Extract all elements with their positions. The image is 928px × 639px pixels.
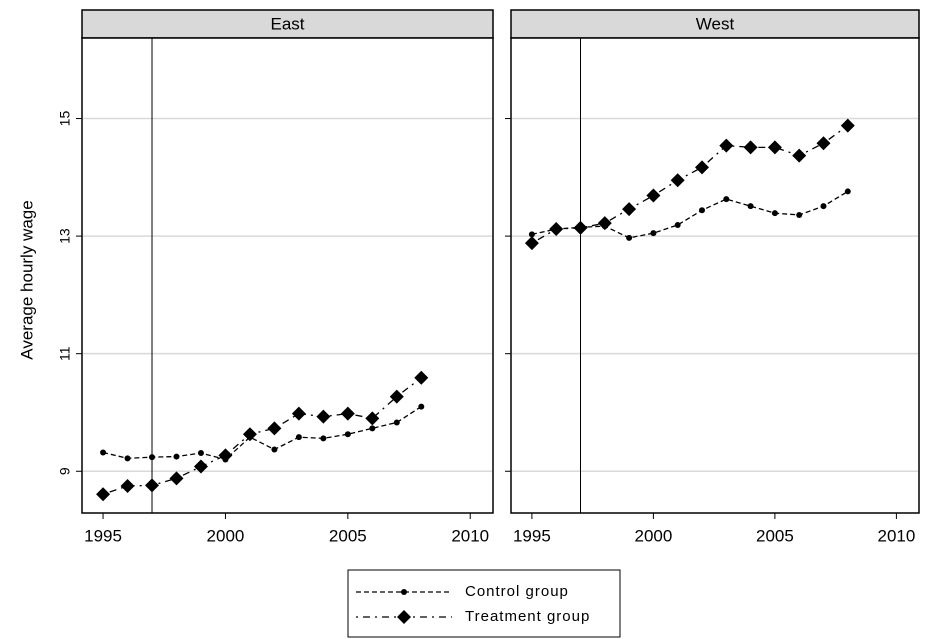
diamond-marker: [96, 487, 111, 502]
facet-header: [81, 9, 494, 39]
facet-title: West: [696, 14, 735, 33]
diamond-marker: [719, 138, 734, 153]
dot-marker: [650, 230, 657, 237]
diamond-marker: [840, 118, 855, 133]
plot-area: [510, 37, 920, 514]
dot-marker: [295, 434, 302, 441]
diamond-marker: [414, 370, 429, 385]
x-tick-label: 2000: [207, 526, 245, 545]
x-tick-label: 1995: [84, 526, 122, 545]
diamond-marker: [316, 409, 331, 424]
diamond-marker: [120, 478, 135, 493]
dot-marker: [271, 446, 278, 453]
diamond-marker: [646, 188, 661, 203]
dot-marker: [100, 449, 107, 456]
dot-marker: [197, 450, 204, 457]
diamond-marker: [389, 389, 404, 404]
diamond-marker: [242, 427, 257, 442]
legend-label: Treatment group: [465, 608, 590, 625]
dot-marker: [771, 210, 778, 217]
dot-marker: [747, 203, 754, 210]
x-tick-label: 2005: [756, 526, 794, 545]
dot-marker: [698, 207, 705, 214]
dot-marker: [124, 455, 131, 462]
diamond-marker: [743, 140, 758, 155]
x-tick-label: 2010: [877, 526, 915, 545]
facet-title: East: [270, 14, 304, 33]
diamond-marker: [622, 202, 637, 217]
y-tick-label: 11: [57, 346, 73, 361]
dot-marker: [344, 431, 351, 438]
plot-area: [81, 37, 494, 514]
dot-marker: [173, 453, 180, 460]
dot-marker: [723, 196, 730, 203]
dot-marker: [674, 221, 681, 228]
dot-marker: [393, 419, 400, 426]
diamond-marker: [597, 216, 612, 231]
y-tick-label: 15: [57, 111, 73, 127]
dot-marker: [844, 188, 851, 195]
y-axis-title: Average hourly wage: [17, 200, 36, 359]
dot-marker: [528, 231, 535, 238]
dot-marker: [401, 589, 407, 595]
diamond-marker: [365, 411, 380, 426]
diamond-marker: [169, 471, 184, 486]
diamond-marker: [267, 421, 282, 436]
legend-label: Control group: [465, 583, 569, 600]
dot-marker: [418, 403, 425, 410]
diamond-marker: [524, 236, 539, 251]
diamond-marker: [694, 160, 709, 175]
dot-marker: [796, 211, 803, 218]
y-tick-label: 9: [57, 467, 73, 475]
facet-header: [510, 9, 920, 39]
diamond-marker: [397, 610, 411, 624]
dot-marker: [149, 454, 156, 461]
diamond-marker: [291, 406, 306, 421]
legend-box: [347, 569, 621, 638]
diamond-marker: [573, 220, 588, 235]
diamond-marker: [767, 140, 782, 155]
diamond-marker: [549, 222, 564, 237]
diamond-marker: [816, 136, 831, 151]
x-tick-label: 2005: [329, 526, 367, 545]
diamond-marker: [218, 448, 233, 463]
diamond-marker: [193, 459, 208, 474]
x-tick-label: 2010: [451, 526, 489, 545]
diamond-marker: [340, 406, 355, 421]
dot-marker: [369, 425, 376, 432]
diamond-marker: [792, 148, 807, 163]
x-tick-label: 2000: [634, 526, 672, 545]
dot-marker: [320, 435, 327, 442]
diamond-marker: [145, 478, 160, 493]
x-tick-label: 1995: [513, 526, 551, 545]
series-line: [102, 406, 422, 461]
dot-marker: [820, 203, 827, 210]
y-tick-label: 13: [57, 228, 73, 244]
diamond-marker: [670, 173, 685, 188]
dot-marker: [626, 234, 633, 241]
